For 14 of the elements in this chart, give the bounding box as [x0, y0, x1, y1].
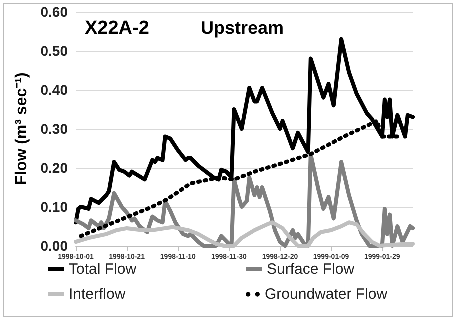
y-tick-label: 0.30	[40, 121, 68, 137]
chart-title: X22A-2	[85, 18, 150, 39]
y-tick-label: 0.40	[40, 82, 68, 98]
legend-label: Interflow	[69, 286, 126, 303]
chart-subtitle: Upstream	[201, 18, 284, 38]
legend-label: Surface Flow	[267, 261, 355, 278]
legend-label: Total Flow	[69, 261, 137, 278]
y-tick-label: 0.10	[40, 199, 68, 215]
y-axis-title: Flow (m³ sec⁻¹)	[13, 72, 30, 186]
y-tick-label: 0.60	[40, 4, 68, 20]
y-tick-label: 0.00	[40, 238, 68, 254]
y-tick-label: 0.50	[40, 43, 68, 59]
y-tick-label: 0.20	[40, 160, 68, 176]
legend-label: Groundwater Flow	[265, 286, 388, 303]
